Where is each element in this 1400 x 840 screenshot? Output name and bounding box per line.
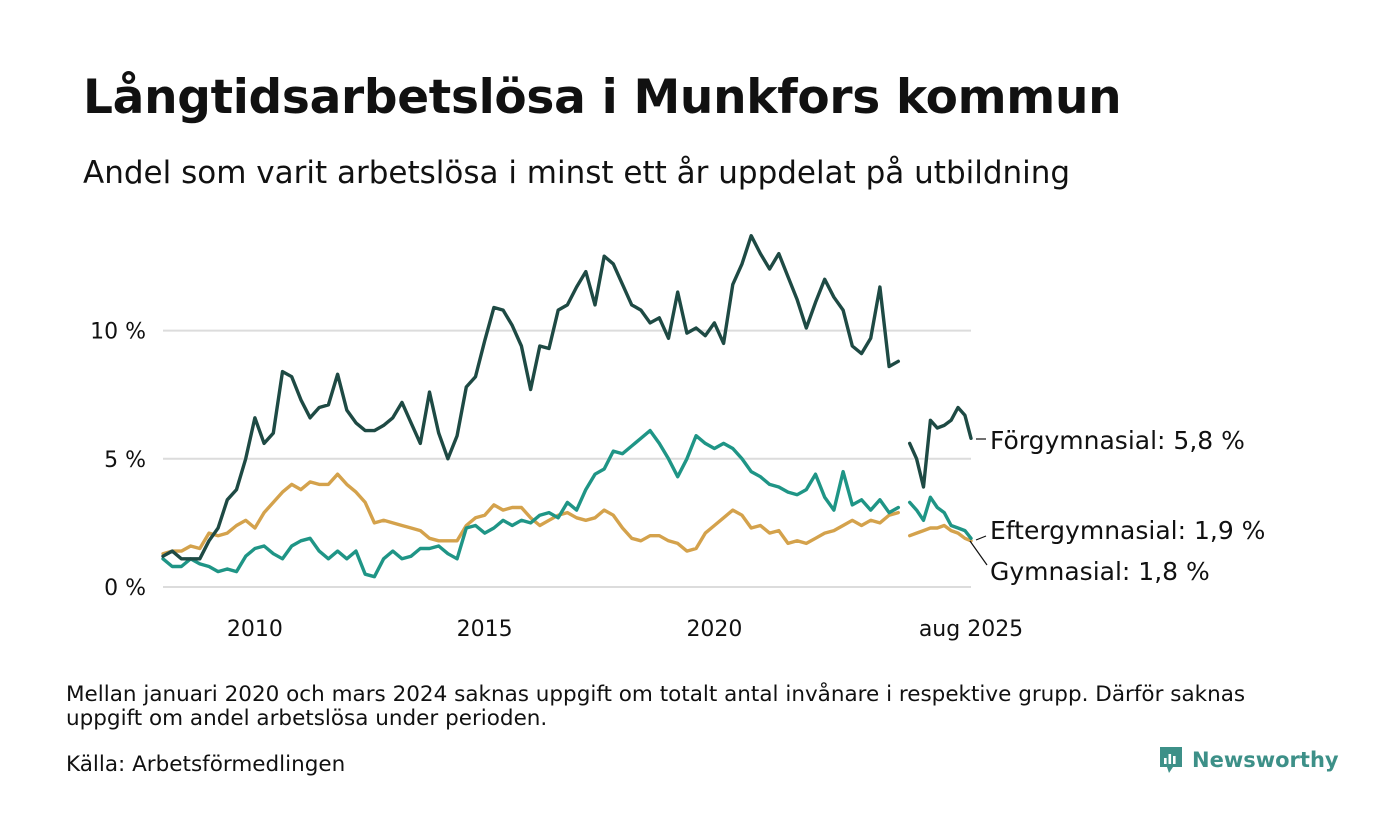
series-line-eftergymnasial-0 xyxy=(161,428,900,579)
series-end-label: Eftergymnasial: 1,9 % xyxy=(990,516,1265,545)
x-tick-label: aug 2025 xyxy=(919,617,1023,642)
y-tick-label: 10 % xyxy=(90,320,146,345)
x-tick-label: 2010 xyxy=(227,617,283,642)
series-end-label: Förgymnasial: 5,8 % xyxy=(990,426,1245,455)
x-axis-labels: 2010 2015 2020 aug 2025 xyxy=(227,617,1023,642)
series-end-labels: Förgymnasial: 5,8 % Eftergymnasial: 1,9 %… xyxy=(969,426,1265,586)
x-tick-label: 2015 xyxy=(457,617,513,642)
series-line-eftergymnasial-1 xyxy=(908,495,973,540)
label-leader-line xyxy=(975,535,987,541)
gridlines xyxy=(163,329,971,588)
y-tick-label: 5 % xyxy=(104,448,146,473)
y-axis-labels: 0 % 5 % 10 % xyxy=(90,320,146,601)
y-tick-label: 0 % xyxy=(104,576,146,601)
series-line-gymnasial-0 xyxy=(161,472,900,556)
brand-name: Newsworthy xyxy=(1192,748,1339,772)
footnote: Mellan januari 2020 och mars 2024 saknas… xyxy=(66,682,1246,731)
series-lines xyxy=(161,234,973,579)
newsworthy-logo: Newsworthy xyxy=(1158,745,1339,775)
label-leader-line xyxy=(969,540,988,566)
chart-title: Långtidsarbetslösa i Munkfors kommun xyxy=(83,70,1122,125)
series-line-förgymnasial-0 xyxy=(161,234,900,561)
newsworthy-logo-icon xyxy=(1160,747,1182,773)
series-line-gymnasial-1 xyxy=(908,523,973,543)
series-end-label: Gymnasial: 1,8 % xyxy=(990,557,1210,586)
x-tick-label: 2020 xyxy=(686,617,742,642)
source-credit: Källa: Arbetsförmedlingen xyxy=(66,752,346,777)
series-line-förgymnasial-1 xyxy=(908,405,973,489)
chart-subtitle: Andel som varit arbetslösa i minst ett å… xyxy=(83,155,1071,191)
